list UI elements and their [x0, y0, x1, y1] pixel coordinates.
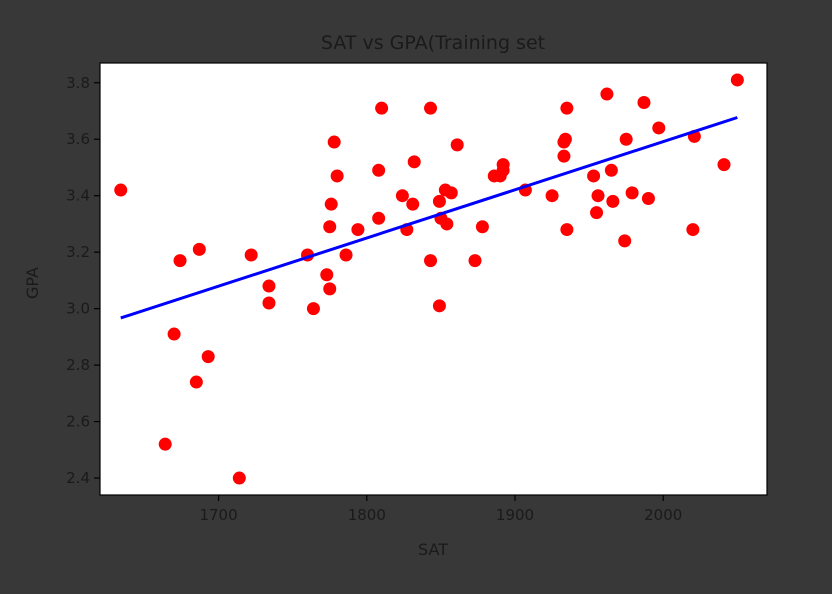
- y-axis-label: GPA: [23, 267, 42, 299]
- data-point: [372, 211, 386, 225]
- data-point: [619, 132, 633, 146]
- data-point: [406, 197, 420, 211]
- data-point: [545, 189, 559, 203]
- data-point: [432, 299, 446, 313]
- data-point: [330, 169, 344, 183]
- y-tick-label: 3.2: [66, 243, 90, 261]
- data-point: [468, 254, 482, 268]
- y-tick-label: 3.0: [66, 300, 90, 318]
- data-point: [560, 101, 574, 115]
- data-point: [475, 220, 489, 234]
- data-point: [244, 248, 258, 262]
- y-tick-label: 2.8: [66, 356, 90, 374]
- data-point: [201, 350, 215, 364]
- data-point: [324, 197, 338, 211]
- data-point: [590, 206, 604, 220]
- data-point: [444, 186, 458, 200]
- data-point: [730, 73, 744, 87]
- y-tick-label: 3.8: [66, 74, 90, 92]
- x-axis-label: SAT: [418, 540, 448, 559]
- scatter-points: [114, 73, 744, 485]
- data-point: [320, 268, 334, 282]
- data-point: [306, 302, 320, 316]
- data-point: [424, 101, 438, 115]
- data-point: [262, 279, 276, 293]
- data-point: [717, 158, 731, 172]
- data-point: [407, 155, 421, 169]
- x-tick-label: 1700: [199, 506, 237, 524]
- y-tick-label: 2.4: [66, 469, 90, 487]
- data-point: [424, 254, 438, 268]
- data-point: [339, 248, 353, 262]
- x-tick-label: 1900: [496, 506, 534, 524]
- y-tick-label: 3.4: [66, 187, 90, 205]
- data-point: [395, 189, 409, 203]
- data-point: [375, 101, 389, 115]
- data-point: [591, 189, 605, 203]
- data-point: [558, 132, 572, 146]
- chart-title: SAT vs GPA(Training set: [321, 32, 545, 54]
- data-point: [440, 217, 454, 231]
- x-tick-label: 2000: [644, 506, 682, 524]
- data-point: [652, 121, 666, 135]
- data-point: [606, 194, 620, 208]
- regression-line: [120, 116, 738, 320]
- data-point: [262, 296, 276, 310]
- data-point: [173, 254, 187, 268]
- regression-line-group: [120, 116, 738, 320]
- x-axis-ticks: 1700 1800 1900 2000: [199, 495, 682, 524]
- data-point: [587, 169, 601, 183]
- data-point: [625, 186, 639, 200]
- data-point: [158, 437, 172, 451]
- y-axis-ticks: 2.4 2.6 2.8 3.0 3.2 3.4 3.6 3.8: [66, 74, 100, 487]
- data-point: [604, 163, 618, 177]
- y-tick-label: 2.6: [66, 413, 90, 431]
- data-point: [496, 158, 510, 172]
- data-point: [450, 138, 464, 152]
- data-point: [167, 327, 181, 341]
- data-point: [637, 96, 651, 110]
- data-point: [351, 223, 365, 237]
- data-point: [641, 192, 655, 206]
- data-point: [323, 220, 337, 234]
- data-point: [618, 234, 632, 248]
- data-point: [189, 375, 203, 389]
- plot-area: [99, 62, 768, 496]
- data-point: [114, 183, 128, 197]
- data-point: [600, 87, 614, 101]
- data-point: [432, 194, 446, 208]
- data-point: [323, 282, 337, 296]
- data-point: [372, 163, 386, 177]
- x-tick-label: 1800: [348, 506, 386, 524]
- data-point: [192, 242, 206, 256]
- data-point: [327, 135, 341, 149]
- data-point: [557, 149, 571, 163]
- data-point: [686, 223, 700, 237]
- data-point: [560, 223, 574, 237]
- data-point: [232, 471, 246, 485]
- y-tick-label: 3.6: [66, 130, 90, 148]
